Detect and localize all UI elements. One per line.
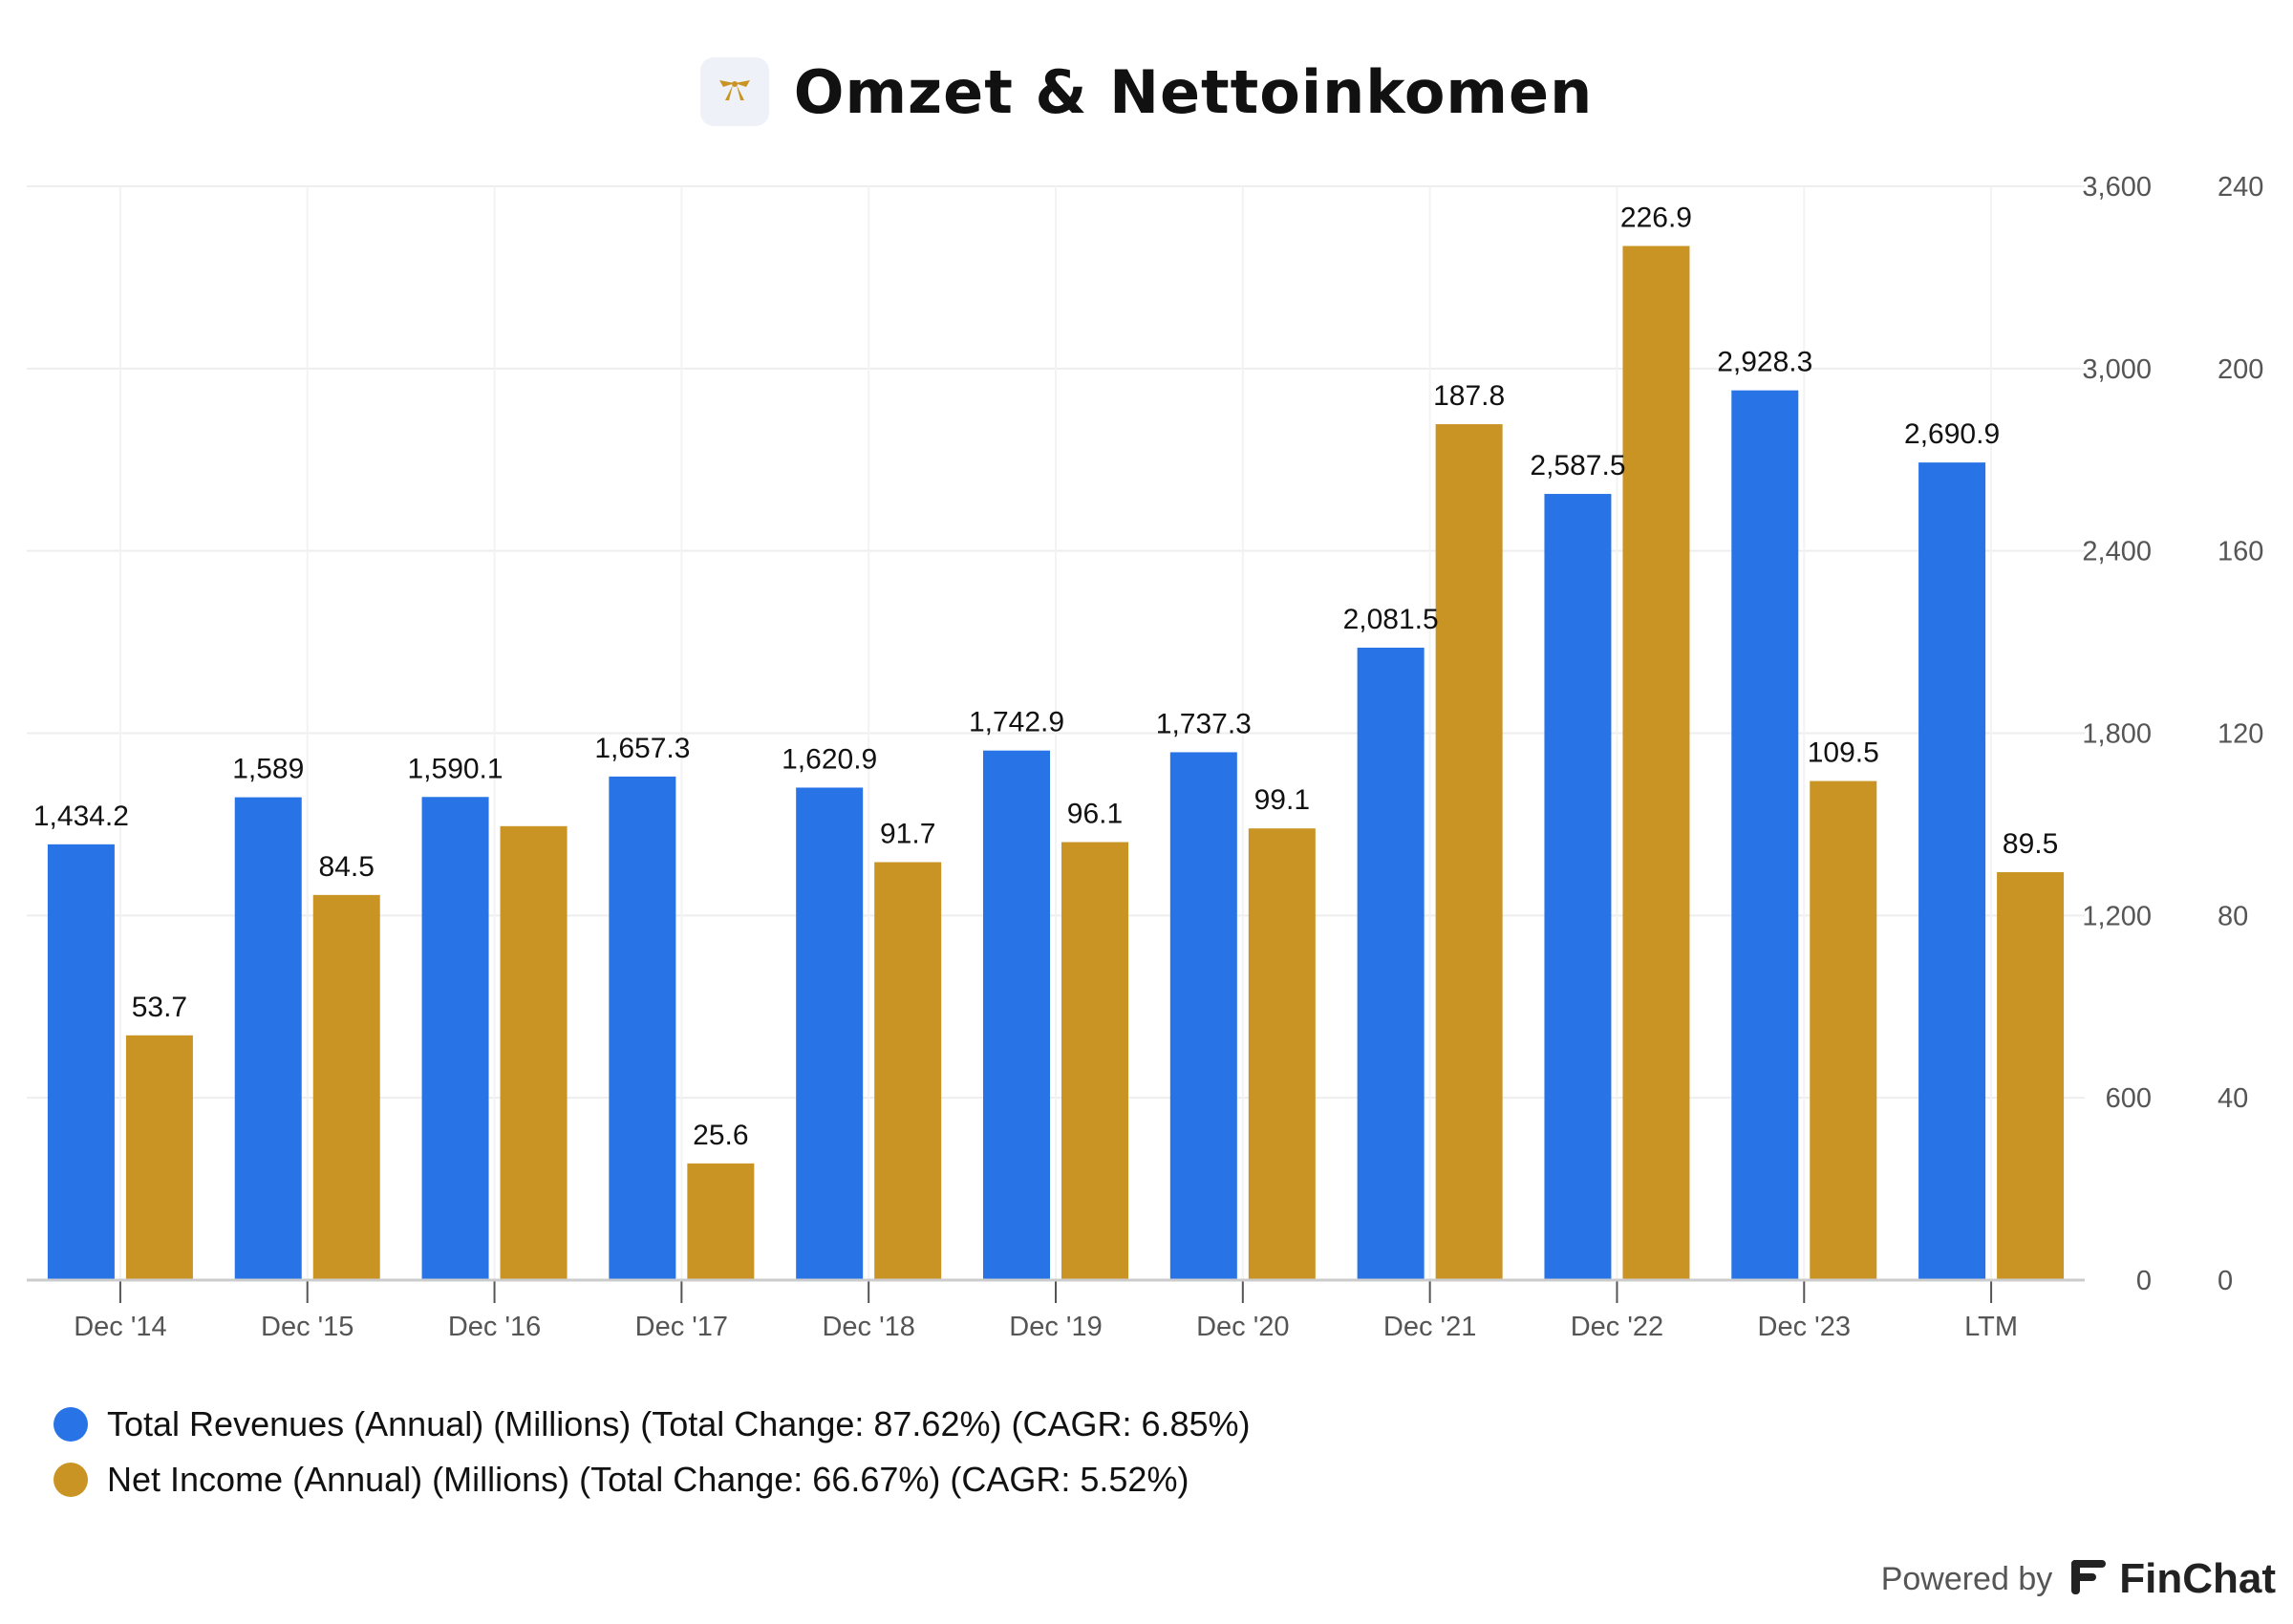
- data-label-net-income: 226.9: [1620, 202, 1692, 233]
- legend-item-net-income[interactable]: Net Income (Annual) (Millions) (Total Ch…: [54, 1452, 1251, 1507]
- data-label-revenue: 2,587.5: [1530, 450, 1625, 481]
- data-label-revenue: 2,928.3: [1717, 347, 1812, 378]
- data-label-net-income: 53.7: [132, 992, 187, 1023]
- x-tick-label: Dec '20: [1196, 1312, 1289, 1337]
- y-tick-right: 240: [2218, 172, 2263, 203]
- x-tick-label: Dec '17: [635, 1312, 728, 1337]
- bar-net-income: [1622, 246, 1690, 1280]
- y-tick-right: 160: [2218, 537, 2263, 567]
- x-tick-label: LTM: [1964, 1312, 2018, 1337]
- data-label-net-income: 91.7: [880, 819, 935, 850]
- x-tick-label: Dec '21: [1383, 1312, 1476, 1337]
- bar-revenue: [47, 844, 115, 1280]
- y-tick-left: 1,200: [2082, 901, 2152, 931]
- data-label-net-income: 25.6: [693, 1120, 748, 1151]
- data-label-revenue: 2,081.5: [1343, 604, 1439, 635]
- brand-name: FinChat: [2119, 1555, 2276, 1602]
- y-tick-left: 2,400: [2082, 537, 2152, 567]
- y-tick-right: 80: [2218, 901, 2248, 931]
- bar-net-income: [500, 825, 568, 1280]
- bar-chart: 0 0 600 40 1,200 80 1,800 120 2,400 160 3,000 200 3,…: [27, 172, 2263, 1337]
- y-tick-left: 600: [2106, 1083, 2152, 1114]
- bar-revenue: [421, 797, 489, 1280]
- y-tick-right: 200: [2218, 354, 2263, 385]
- legend-marker-revenue: [54, 1407, 88, 1442]
- data-label-net-income: 109.5: [1808, 737, 1879, 769]
- legend-label-revenue: Total Revenues (Annual) (Millions) (Tota…: [107, 1404, 1251, 1443]
- legend-marker-net-income: [54, 1463, 88, 1497]
- x-tick-label: Dec '18: [822, 1312, 914, 1337]
- data-label-net-income: 187.8: [1433, 380, 1505, 412]
- bar-revenue: [234, 797, 302, 1280]
- data-label-net-income: 99.1: [1254, 784, 1310, 816]
- data-label-revenue: 1,657.3: [594, 733, 690, 764]
- y-tick-left: 3,000: [2082, 354, 2152, 385]
- chart-header: Omzet & Nettoinkomen: [0, 46, 2293, 138]
- bar-revenue: [796, 787, 864, 1280]
- data-label-revenue: 1,620.9: [782, 743, 877, 775]
- bar-net-income: [1435, 424, 1503, 1281]
- bar-revenue: [1918, 462, 1986, 1281]
- bar-net-income: [1997, 872, 2065, 1280]
- data-label-net-income: 89.5: [2003, 828, 2058, 860]
- data-label-revenue: 1,742.9: [969, 707, 1064, 738]
- legend-item-revenue[interactable]: Total Revenues (Annual) (Millions) (Tota…: [54, 1397, 1251, 1452]
- y-tick-right: 40: [2218, 1083, 2248, 1114]
- x-tick-label: Dec '19: [1009, 1312, 1102, 1337]
- y-tick-left: 1,800: [2082, 719, 2152, 750]
- bar-revenue: [1544, 494, 1612, 1280]
- data-label-revenue: 2,690.9: [1904, 418, 2000, 450]
- x-tick-label: Dec '16: [448, 1312, 541, 1337]
- data-label-revenue: 1,590.1: [407, 753, 503, 784]
- chart-title: Omzet & Nettoinkomen: [793, 56, 1594, 127]
- x-tick-label: Dec '14: [74, 1312, 166, 1337]
- bar-revenue: [1357, 647, 1425, 1280]
- data-label-revenue: 1,589: [232, 754, 304, 785]
- bar-net-income: [1061, 842, 1128, 1280]
- bar-net-income: [874, 862, 942, 1280]
- y-tick-right: 0: [2218, 1266, 2233, 1296]
- y-tick-left: 3,600: [2082, 172, 2152, 203]
- legend-label-net-income: Net Income (Annual) (Millions) (Total Ch…: [107, 1460, 1189, 1499]
- bar-net-income: [312, 894, 380, 1280]
- data-label-revenue: 1,434.2: [33, 801, 129, 832]
- data-label-revenue: 1,737.3: [1156, 708, 1252, 739]
- bar-revenue: [1731, 390, 1799, 1280]
- bar-revenue: [1169, 752, 1237, 1280]
- bar-net-income: [687, 1163, 755, 1280]
- y-tick-right: 120: [2218, 719, 2263, 750]
- bar-revenue: [609, 776, 676, 1280]
- x-tick-label: Dec '22: [1571, 1312, 1663, 1337]
- finchat-logo-icon: [2068, 1556, 2110, 1603]
- powered-by-label: Powered by: [1880, 1560, 2053, 1597]
- bar-net-income: [125, 1035, 193, 1280]
- bar-revenue: [983, 750, 1050, 1280]
- bar-net-income: [1248, 828, 1316, 1280]
- chart-legend: Total Revenues (Annual) (Millions) (Tota…: [54, 1397, 1251, 1507]
- company-logo: [699, 57, 769, 126]
- y-tick-left: 0: [2136, 1266, 2152, 1296]
- bar-net-income: [1810, 780, 1877, 1280]
- data-label-net-income: 96.1: [1067, 799, 1123, 830]
- x-tick-label: Dec '15: [261, 1312, 354, 1337]
- x-tick-label: Dec '23: [1758, 1312, 1851, 1337]
- footer-branding: Powered by FinChat: [1881, 1555, 2276, 1603]
- data-label-net-income: 84.5: [319, 851, 375, 883]
